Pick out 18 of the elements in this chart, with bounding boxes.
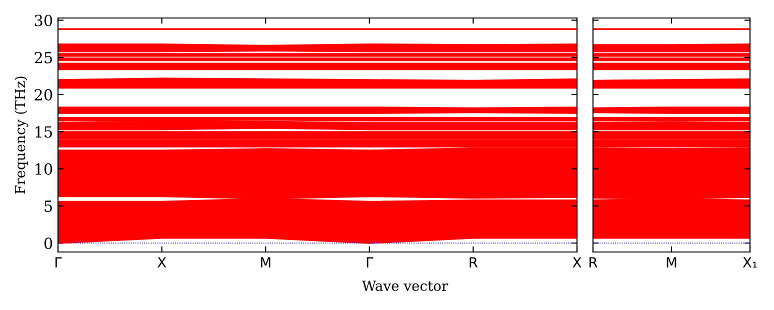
y-tick-label: 10 [36,163,52,175]
y-tick-label: 20 [34,88,52,101]
y-axis-title: Frequency (THz) [14,76,28,194]
y-tick-label: 30 [34,14,52,26]
x-tick-label: R [590,257,598,268]
y-tick-label: 15 [36,126,52,138]
y-tick-label: 0 [44,238,52,250]
y-tick-label: 25 [34,52,52,64]
x-tick-label: M [666,257,676,268]
x-tick-label: R [470,257,478,268]
x-tick-label: M [260,257,270,268]
x-axis-title: Wave vector [362,280,448,292]
x-tick-label: X [157,257,166,268]
x-tick-label: X₁ [742,257,757,268]
x-tick-label: Γ [366,257,374,268]
x-tick-label: Γ [55,257,62,268]
x-tick-label: X [572,257,582,268]
y-tick-label: 5 [44,200,52,212]
